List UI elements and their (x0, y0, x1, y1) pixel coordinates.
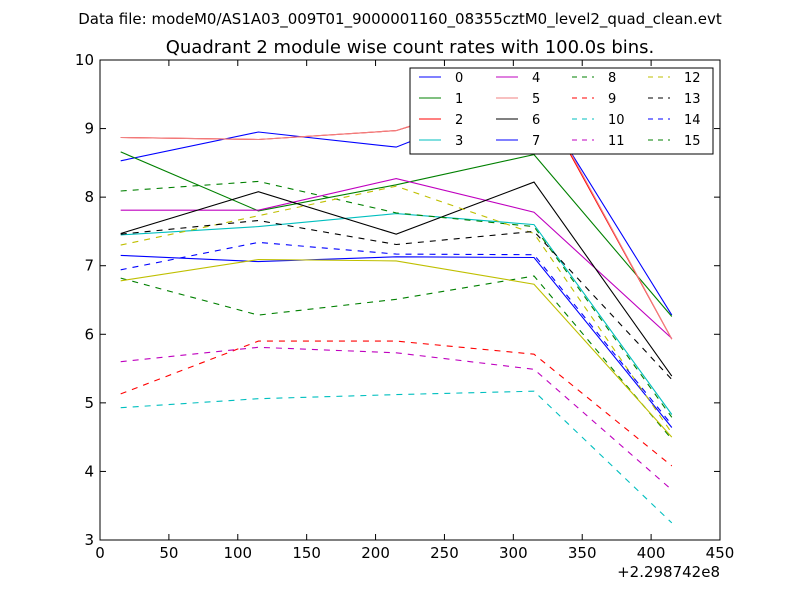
y-tick-label: 4 (84, 462, 94, 480)
series-line-13 (120, 219, 673, 380)
x-tick-label: 450 (706, 544, 735, 562)
data-file-title: Data file: modeM0/AS1A03_009T01_90000011… (78, 10, 722, 29)
series-line-5 (120, 84, 673, 340)
x-tick-label: 100 (223, 544, 252, 562)
y-tick-label: 3 (84, 531, 94, 549)
series-lines (120, 84, 673, 524)
legend-label: 2 (455, 113, 463, 128)
series-line-11 (120, 346, 673, 491)
y-tick-label: 7 (84, 257, 94, 275)
series-line-7 (120, 254, 673, 428)
series-line-0 (120, 92, 673, 316)
legend-label: 10 (608, 113, 625, 128)
series-line-15 (120, 275, 673, 440)
legend-label: 14 (684, 113, 701, 128)
legend-label: 0 (455, 71, 463, 86)
legend-label: 5 (532, 92, 540, 107)
legend-label: 15 (684, 134, 701, 149)
legend-label: 3 (455, 134, 463, 149)
legend-label: 12 (684, 71, 701, 86)
series-line-extra (120, 258, 673, 438)
legend-label: 9 (608, 92, 616, 107)
x-tick-label: 350 (568, 544, 597, 562)
x-tick-label: 200 (361, 544, 390, 562)
y-tick-label: 9 (84, 120, 94, 138)
series-line-9 (120, 340, 673, 467)
x-tick-label: 150 (292, 544, 321, 562)
legend-label: 6 (532, 113, 540, 128)
series-line-6 (120, 181, 673, 377)
plot-frame (99, 59, 721, 541)
series-line-8 (120, 180, 673, 418)
series-line-14 (120, 241, 673, 426)
x-tick-label: 250 (430, 544, 459, 562)
legend-label: 13 (684, 92, 701, 107)
y-tick-label: 5 (84, 394, 94, 412)
legend-label: 8 (608, 71, 616, 86)
legend-label: 1 (455, 92, 463, 107)
series-line-12 (120, 185, 673, 434)
x-tick-label: 300 (499, 544, 528, 562)
legend-label: 11 (608, 134, 625, 149)
x-tick-label: 400 (637, 544, 666, 562)
y-tick-label: 8 (84, 188, 94, 206)
legend-label: 4 (532, 71, 540, 86)
chart-title: Quadrant 2 module wise count rates with … (166, 37, 655, 58)
series-line-3 (120, 213, 673, 415)
legend-label: 7 (532, 134, 540, 149)
y-tick-label: 10 (75, 51, 94, 69)
y-tick-label: 6 (84, 325, 94, 343)
x-tick-label: 0 (95, 544, 105, 562)
series-line-1 (120, 151, 673, 317)
series-line-4 (120, 178, 673, 339)
x-tick-label: 50 (159, 544, 178, 562)
x-offset-label: +2.298742e8 (617, 563, 720, 581)
